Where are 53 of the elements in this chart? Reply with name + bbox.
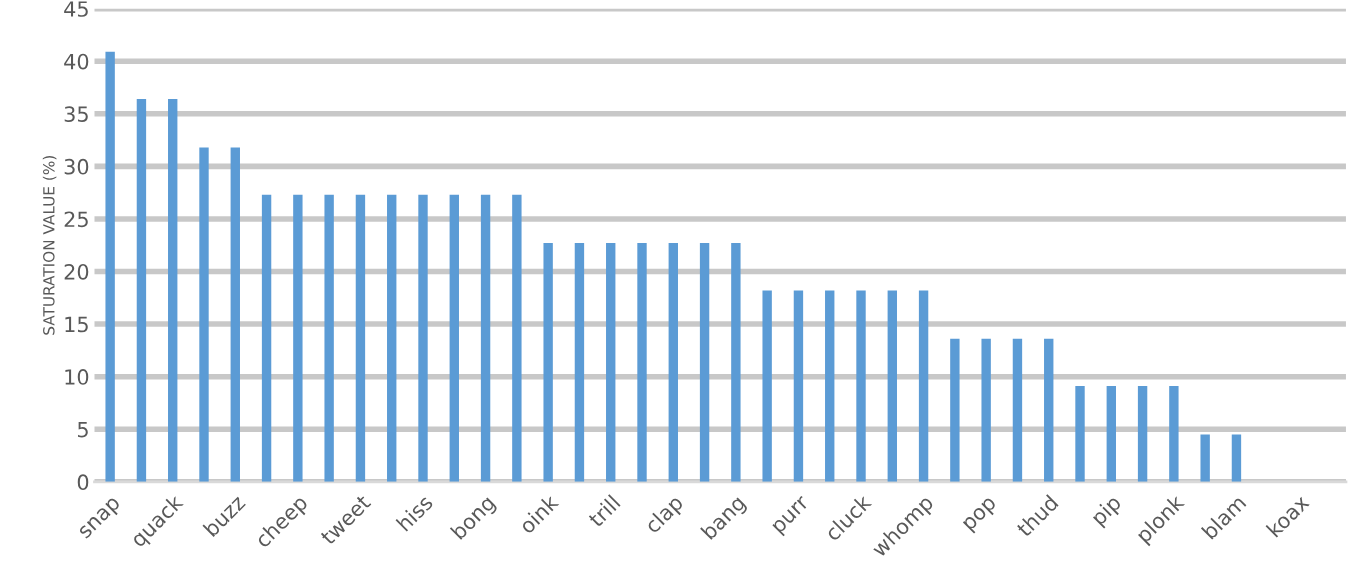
- bar: [918, 290, 929, 482]
- bar: [1075, 386, 1085, 482]
- bar: [355, 194, 366, 482]
- bar: [699, 243, 710, 482]
- y-tick-label: 5: [77, 421, 88, 438]
- bar: [981, 338, 991, 482]
- x-tick-label: trill: [587, 494, 621, 528]
- y-tick-label: 0: [77, 474, 89, 491]
- bar: [793, 290, 804, 482]
- y-tick-label: 35: [64, 106, 88, 123]
- bar: [543, 243, 553, 482]
- bar: [574, 243, 585, 482]
- y-tick-label: 25: [64, 211, 88, 228]
- x-tick-label: pop: [962, 496, 1000, 534]
- bar: [387, 194, 397, 482]
- bar: [950, 338, 960, 482]
- bar: [1137, 386, 1148, 482]
- bar: [668, 243, 678, 482]
- bar: [105, 51, 115, 482]
- y-tick-label: 20: [64, 263, 89, 280]
- y-axis-title: SATURATION VALUE (%): [42, 156, 57, 335]
- bar: [230, 147, 240, 482]
- bar: [261, 194, 272, 482]
- bar: [637, 243, 647, 482]
- bar: [606, 243, 616, 482]
- bar: [1200, 434, 1210, 482]
- bar: [1169, 386, 1179, 482]
- bar: [480, 194, 491, 482]
- bar: [731, 243, 741, 482]
- y-tick-label: 45: [64, 1, 88, 17]
- bar: [136, 99, 147, 482]
- y-tick-label: 10: [65, 369, 89, 385]
- bar: [512, 194, 522, 482]
- bar: [1231, 434, 1242, 482]
- bar: [825, 290, 835, 482]
- y-tick-label: 30: [64, 158, 89, 175]
- x-tick-label: clap: [643, 493, 687, 537]
- bar: [1106, 386, 1116, 482]
- bar: [199, 147, 209, 482]
- bar: [168, 99, 178, 482]
- bar: [293, 194, 303, 482]
- bar: [418, 194, 428, 482]
- y-tick-label: 40: [64, 53, 89, 70]
- x-tick-label: pip: [1089, 493, 1125, 529]
- bar: [887, 290, 897, 482]
- bar: [449, 194, 459, 482]
- bar: [1044, 338, 1054, 482]
- bar: [762, 290, 772, 482]
- y-tick-label: 15: [65, 316, 88, 333]
- bar: [856, 290, 866, 482]
- bar: [1012, 338, 1023, 482]
- x-tick-label: hiss: [395, 493, 434, 532]
- bar: [324, 194, 334, 482]
